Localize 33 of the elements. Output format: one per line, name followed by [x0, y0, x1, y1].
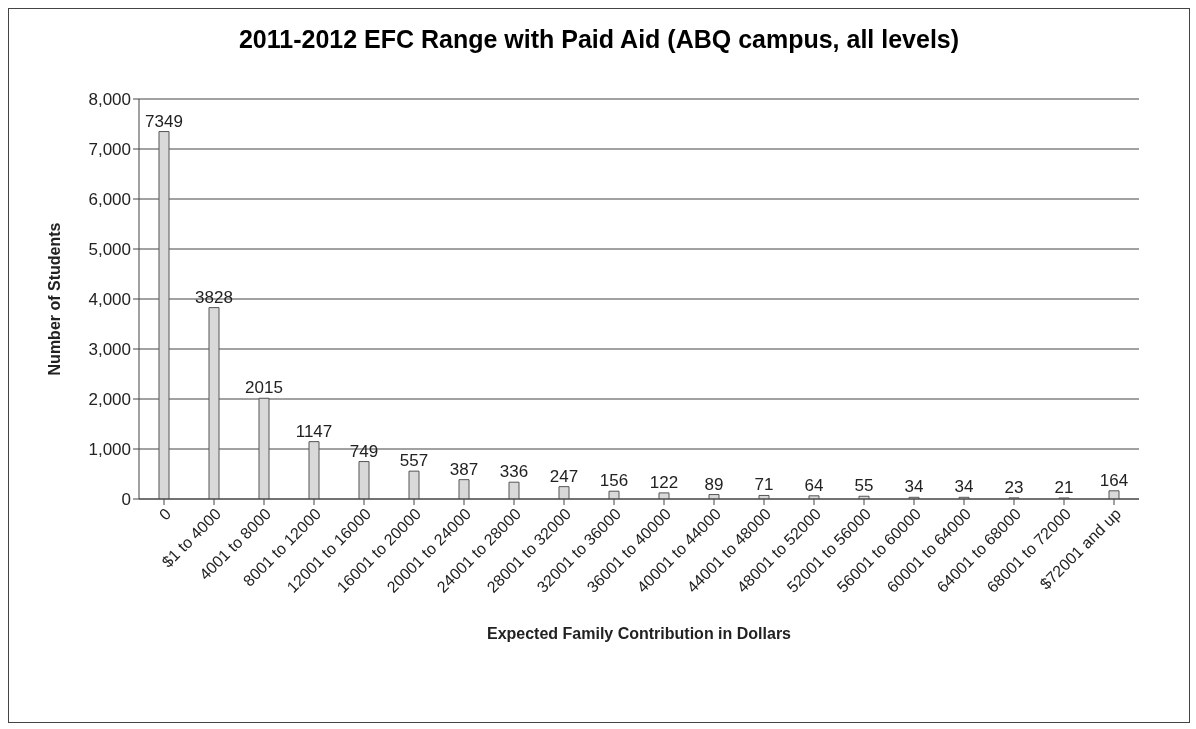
y-tick-label: 4,000: [88, 290, 131, 310]
data-label: 21: [1054, 477, 1074, 497]
data-label: 156: [599, 471, 629, 491]
y-tick-label: 6,000: [88, 190, 131, 210]
data-label: 1147: [295, 421, 333, 441]
y-tick-label: 7,000: [88, 140, 131, 160]
data-label: 122: [649, 472, 679, 492]
data-label: 34: [954, 477, 974, 497]
data-label: 336: [499, 462, 529, 482]
y-tick-label: 2,000: [88, 390, 131, 410]
y-axis-title: Number of Students: [45, 222, 63, 376]
data-label: 34: [904, 477, 924, 497]
data-label: 3828: [195, 287, 233, 307]
data-label: 2015: [245, 378, 283, 398]
data-label: 7349: [145, 111, 183, 131]
y-tick-label: 0: [121, 490, 131, 510]
data-label: 71: [754, 475, 774, 495]
data-label: 89: [704, 474, 724, 494]
data-label: 55: [854, 476, 874, 496]
data-label: 64: [804, 475, 824, 495]
chart-title: 2011-2012 EFC Range with Paid Aid (ABQ campus, all levels): [237, 25, 961, 54]
y-tick-label: 3,000: [88, 340, 131, 360]
y-tick-label: 5,000: [88, 240, 131, 260]
x-tick-label: 0: [155, 505, 175, 524]
data-label: 23: [1004, 477, 1024, 497]
data-label: 557: [399, 451, 429, 471]
y-tick-label: 1,000: [88, 440, 131, 460]
data-label: 749: [349, 441, 379, 461]
y-tick-label: 8,000: [88, 90, 131, 110]
x-axis-title: Expected Family Contribution in Dollars: [486, 625, 792, 642]
data-label: 247: [549, 466, 579, 486]
data-label: 387: [449, 459, 479, 479]
data-label: 164: [1099, 470, 1129, 490]
